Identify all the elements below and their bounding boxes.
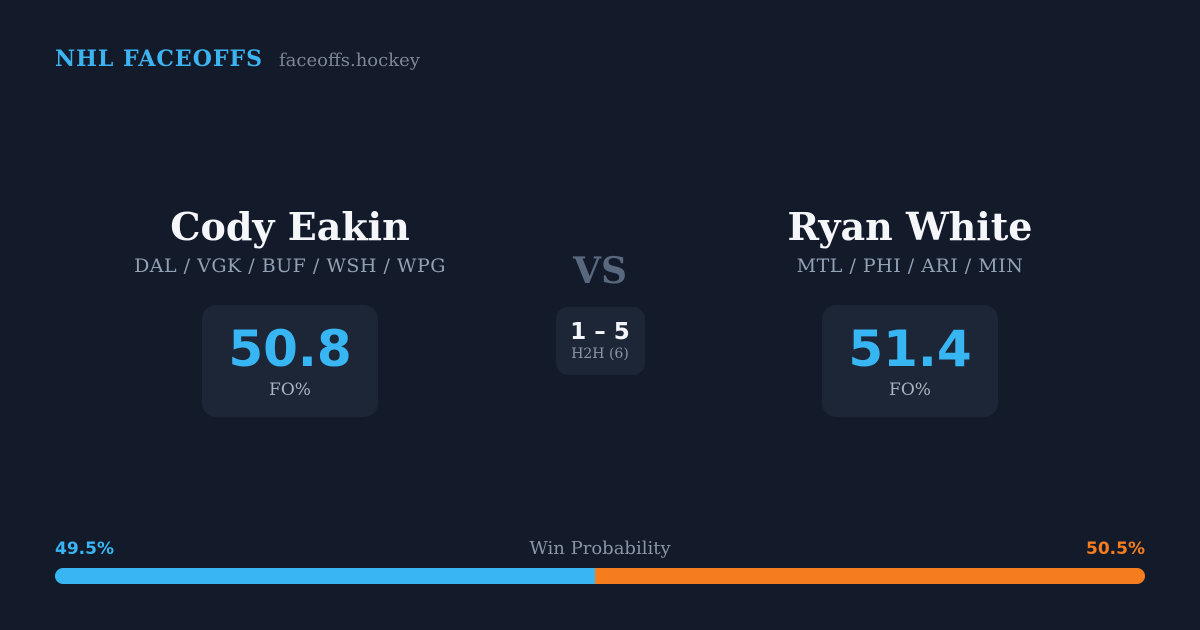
player-right-name: Ryan White [787,204,1033,249]
win-probability-left-percent: 49.5% [55,539,114,559]
header: NHL FACEOFFS faceoffs.hockey [55,46,420,72]
win-probability-bar [55,568,1145,584]
player-right-column: Ryan White MTL / PHI / ARI / MIN 51.4 FO… [675,205,1145,417]
vs-label: VS [573,250,627,292]
player-left-teams: DAL / VGK / BUF / WSH / WPG [134,254,446,277]
player-right-fo-label: FO% [889,380,931,401]
win-probability-labels: 49.5% Win Probability 50.5% [55,538,1145,559]
win-probability-bar-left-segment [55,568,595,584]
player-left-fo-value: 50.8 [228,319,352,378]
win-probability-bar-right-segment [594,568,1145,584]
matchup-row: Cody Eakin DAL / VGK / BUF / WSH / WPG 5… [55,205,1145,417]
site-url-text: faceoffs.hockey [279,50,420,71]
win-probability-title: Win Probability [529,538,671,559]
player-right-fo-card: 51.4 FO% [822,304,998,417]
win-probability-right-percent: 50.5% [1086,539,1145,559]
h2h-score: 1 – 5 [570,318,630,345]
player-right-teams: MTL / PHI / ARI / MIN [796,254,1024,277]
center-column: VS 1 – 5 H2H (6) [525,205,675,417]
player-left-fo-label: FO% [269,380,311,401]
player-right-fo-value: 51.4 [848,319,972,378]
win-probability-section: 49.5% Win Probability 50.5% [55,538,1145,584]
player-left-column: Cody Eakin DAL / VGK / BUF / WSH / WPG 5… [55,205,525,417]
h2h-card: 1 – 5 H2H (6) [555,307,645,375]
brand-logo-text: NHL FACEOFFS [55,46,263,72]
h2h-label: H2H (6) [571,346,629,363]
player-left-fo-card: 50.8 FO% [202,304,378,417]
player-left-name: Cody Eakin [170,204,410,249]
